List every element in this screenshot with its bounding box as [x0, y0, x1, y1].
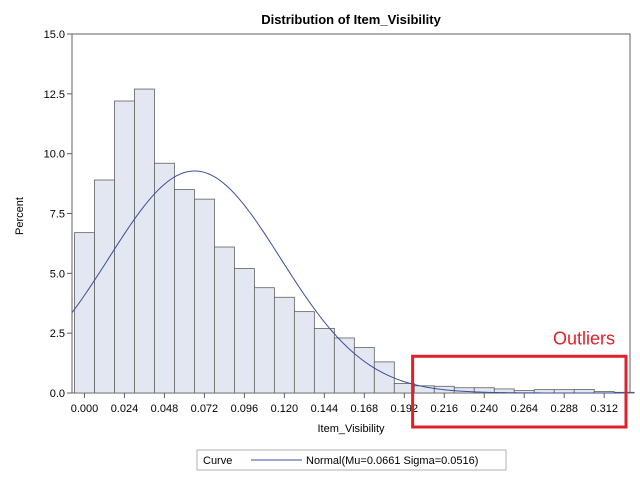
histogram-bar — [253, 287, 275, 394]
legend-title: Curve — [203, 455, 232, 467]
x-tick-label: 0.312 — [590, 403, 618, 415]
histogram-bar — [273, 296, 295, 394]
histogram-bar — [353, 347, 375, 394]
histogram-bar — [74, 232, 95, 394]
x-tick-label: 0.024 — [111, 403, 139, 415]
x-tick-label: 0.120 — [271, 403, 299, 415]
y-axis: 0.0 2.5 5.0 7.5 10.0 12.5 15.0 — [44, 29, 72, 400]
y-tick-label: 0.0 — [50, 388, 65, 400]
x-tick-label: 0.048 — [151, 403, 179, 415]
y-tick-label: 2.5 — [50, 328, 65, 340]
histogram-bar — [194, 198, 215, 394]
y-axis-label: Percent — [14, 197, 26, 235]
histogram-bar — [234, 268, 255, 394]
x-tick-label: 0.216 — [431, 403, 459, 415]
histogram-bar — [154, 162, 175, 394]
normal-curve-line — [71, 170, 630, 394]
histogram-bar — [573, 389, 595, 394]
normal-curve — [71, 170, 630, 394]
x-tick-label: 0.144 — [311, 403, 339, 415]
outliers-box — [411, 354, 628, 429]
y-tick-label: 5.0 — [50, 268, 65, 280]
y-tick-label: 7.5 — [50, 209, 65, 221]
histogram-bar — [293, 311, 315, 394]
histogram-bar — [313, 327, 335, 394]
x-tick-label: 0.000 — [71, 403, 99, 415]
histogram-bar — [214, 246, 235, 394]
legend-entry: Normal(Mu=0.0661 Sigma=0.0516) — [306, 455, 478, 467]
y-tick-label: 15.0 — [44, 29, 65, 41]
y-tick-label: 12.5 — [44, 89, 65, 101]
legend-box — [196, 449, 507, 471]
histogram-bar — [134, 88, 155, 394]
histogram-bar — [114, 100, 135, 394]
histogram-bars — [74, 88, 635, 394]
histogram-bar — [174, 189, 195, 394]
outliers-annotation: Outliers — [411, 328, 628, 429]
x-tick-label: 0.096 — [231, 403, 259, 415]
x-tick-label: 0.072 — [191, 403, 219, 415]
histogram-bar — [94, 179, 115, 394]
x-tick-label: 0.240 — [470, 403, 498, 415]
y-tick-label: 10.0 — [44, 149, 65, 161]
legend: Curve Normal(Mu=0.0661 Sigma=0.0516) — [196, 449, 507, 471]
x-tick-label: 0.168 — [351, 403, 379, 415]
x-axis-label: Item_Visibility — [317, 423, 385, 435]
histogram-bar — [373, 361, 395, 394]
histogram-bar — [333, 337, 355, 394]
outliers-label: Outliers — [553, 328, 615, 348]
chart-title: Distribution of Item_Visibility — [261, 12, 441, 27]
x-tick-label: 0.288 — [550, 403, 578, 415]
x-axis: 0.000 0.024 0.048 0.072 0.096 0.120 0.144 0.168… — [71, 393, 618, 415]
x-tick-label: 0.264 — [510, 403, 538, 415]
